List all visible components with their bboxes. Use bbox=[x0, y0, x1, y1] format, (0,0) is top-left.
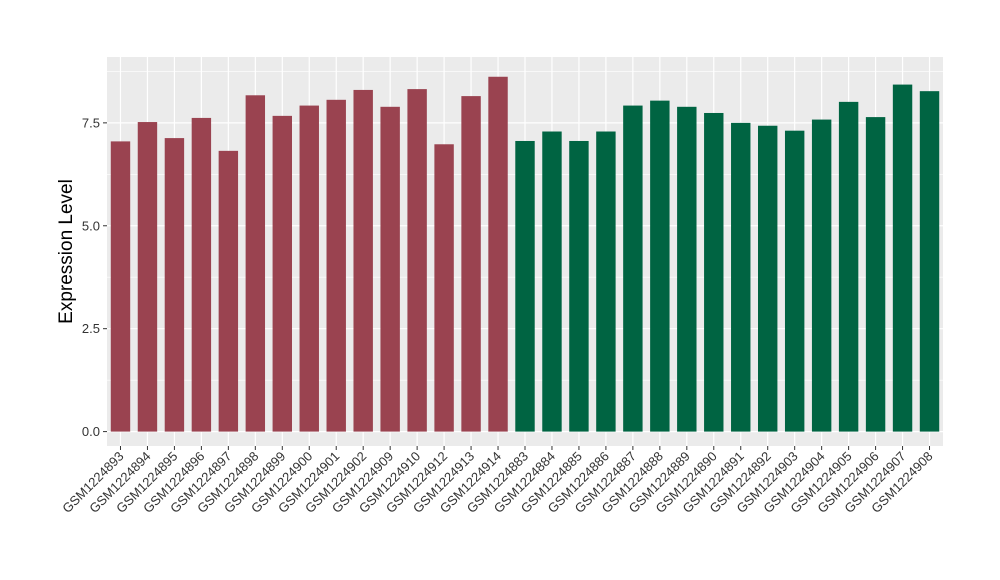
bar bbox=[380, 106, 400, 432]
bar bbox=[838, 101, 859, 432]
y-tick-label: 5.0 bbox=[82, 218, 100, 233]
bar bbox=[299, 105, 319, 432]
bar bbox=[811, 119, 832, 432]
bar bbox=[677, 106, 697, 432]
bar bbox=[865, 117, 886, 432]
bar bbox=[326, 99, 346, 432]
bar bbox=[434, 144, 454, 432]
bar bbox=[784, 130, 805, 432]
y-tick-label: 2.5 bbox=[82, 321, 100, 336]
y-tick-label: 0.0 bbox=[82, 424, 100, 439]
bars-group bbox=[110, 76, 940, 432]
bar bbox=[596, 131, 616, 432]
bar bbox=[892, 84, 913, 432]
bar bbox=[164, 138, 185, 432]
y-axis: 0.0 2.5 5.0 7.5 bbox=[82, 115, 107, 439]
x-axis: GSM1224893GSM1224894GSM1224895GSM1224896… bbox=[59, 446, 936, 516]
bar bbox=[919, 91, 940, 432]
y-axis-title: Expression Level bbox=[56, 179, 77, 324]
bar bbox=[569, 140, 589, 432]
bar bbox=[245, 95, 266, 432]
y-tick-label: 7.5 bbox=[82, 115, 100, 130]
bar bbox=[704, 112, 724, 432]
bar bbox=[650, 100, 670, 432]
bar bbox=[731, 122, 751, 432]
bar bbox=[461, 96, 481, 432]
bar bbox=[758, 125, 778, 432]
bar bbox=[137, 122, 158, 432]
bar bbox=[542, 131, 562, 432]
bar bbox=[515, 140, 535, 432]
bar bbox=[110, 141, 131, 432]
bar bbox=[191, 117, 212, 432]
bar bbox=[353, 89, 373, 432]
bar bbox=[272, 115, 292, 432]
bar bbox=[488, 76, 508, 432]
bar bbox=[407, 89, 427, 432]
bar bbox=[218, 150, 239, 432]
bar bbox=[623, 105, 643, 432]
